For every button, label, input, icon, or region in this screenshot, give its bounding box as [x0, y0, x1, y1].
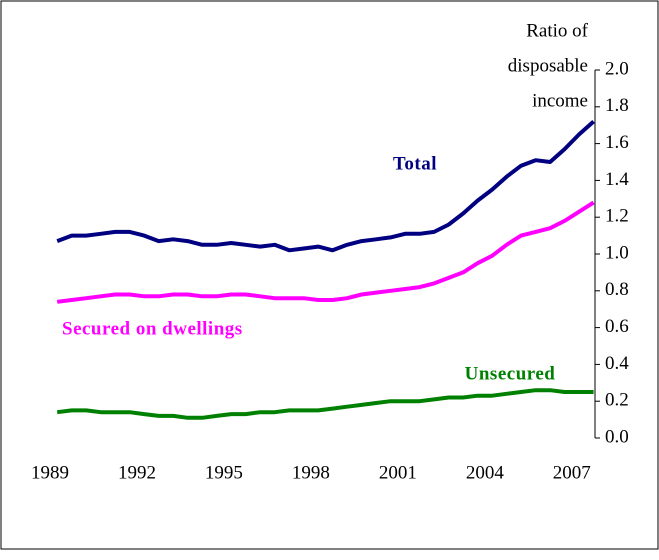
- y-tick-label: 1.4: [605, 169, 629, 190]
- line-series: [56, 388, 594, 420]
- y-tick-label: 1.8: [605, 95, 629, 116]
- y-axis-title: disposable: [508, 55, 588, 76]
- y-tick-label: 1.2: [605, 206, 629, 227]
- series-label: Secured on dwellings: [62, 318, 243, 339]
- x-tick-label: 1989: [31, 462, 69, 483]
- x-tick-label: 2001: [379, 462, 417, 483]
- x-tick-label: 1998: [292, 462, 330, 483]
- y-tick-label: 0.6: [605, 316, 629, 337]
- y-tick-label: 0.4: [605, 353, 629, 374]
- y-tick-label: 0.2: [605, 390, 629, 411]
- y-tick-label: 1.6: [605, 132, 629, 153]
- line-series: [56, 200, 595, 304]
- y-tick-label: 1.0: [605, 242, 629, 263]
- x-tick-label: 1995: [205, 462, 243, 483]
- y-tick-label: 2.0: [605, 58, 629, 79]
- y-tick-label: 0.0: [605, 426, 629, 447]
- series-label: Unsecured: [465, 363, 556, 384]
- y-tick-label: 0.8: [605, 279, 629, 300]
- y-axis-title: income: [532, 90, 588, 111]
- x-tick-label: 1992: [118, 462, 156, 483]
- x-tick-label: 2004: [466, 462, 505, 483]
- line-series: [56, 120, 595, 253]
- x-tick-label: 2007: [553, 462, 591, 483]
- series-label: Total: [393, 153, 437, 174]
- y-axis-title: Ratio of: [526, 20, 588, 41]
